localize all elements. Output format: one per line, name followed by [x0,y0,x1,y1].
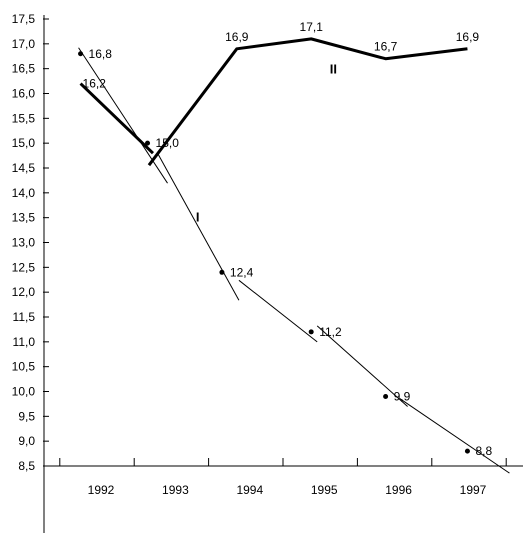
y-tick-label: 12,5 [12,260,36,274]
y-tick-label: 11,0 [13,335,36,349]
x-tick-label: 1996 [385,483,412,497]
series-II-label: II [330,62,337,77]
y-tick-label: 14,5 [12,161,36,175]
y-tick-label: 10,0 [12,385,36,399]
x-tick-label: 1994 [236,483,263,497]
series-I-line [78,47,168,184]
series-I-line [238,279,318,343]
axes: 8,5 9,0 9,5 10,0 10,5 11,0 11,5 12,0 12,5 13,0 13,… [12,12,523,533]
series-II-data-label: 16,7 [374,40,398,54]
series-II-data-label: 16,2 [83,77,107,91]
series-I-line [399,398,510,474]
y-tick-label: 8,5 [18,459,35,473]
series-II-line [147,37,468,167]
series-I-point [78,51,84,57]
series-I-data-label: 12,4 [230,265,254,279]
series-I-point [383,393,389,399]
y-tick-label: 16,5 [12,62,36,76]
series-II-data-label: 16,9 [456,30,480,44]
series-I-point [219,269,225,275]
y-tick-label: 9,5 [18,409,35,423]
y-tick-label: 16,0 [12,87,36,101]
series-II-line [79,82,154,155]
x-tick-label: 1992 [88,483,115,497]
y-tick-label: 13,0 [12,236,36,250]
series-II-data-label: 16,9 [225,30,249,44]
series-I-point [464,448,470,454]
y-tick-label: 11,5 [13,310,36,324]
y-tick-label: 17,5 [12,12,36,26]
series-I-point [145,140,151,146]
y-tick-label: 9,0 [18,434,35,448]
series-I-data-label: 9,9 [394,389,411,403]
x-tick-label: 1997 [460,483,487,497]
series-I-line [157,152,240,301]
series-I-point [308,329,314,335]
y-tick-label: 17,0 [12,37,36,51]
y-tick-label: 14,0 [12,186,36,200]
series-I-line [316,325,408,407]
series-I: 16,815,012,411,29,98,8I [78,47,510,474]
series-I-data-label: 11,2 [319,325,342,339]
series-I-label: I [196,210,200,225]
x-tick-label: 1995 [311,483,338,497]
series-II-data-label: 17,1 [300,20,324,34]
series-II: 16,2 16,9 17,1 16,7 16,9 II [79,20,480,167]
x-tick-label: 1993 [162,483,189,497]
y-tick-label: 10,5 [12,360,36,374]
y-tick-label: 15,0 [12,136,36,150]
y-tick-label: 12,0 [12,285,36,299]
y-tick-label: 15,5 [12,111,36,125]
series-I-data-label: 8,8 [475,444,492,458]
y-tick-label: 13,5 [12,211,36,225]
series-I-data-label: 16,8 [89,47,113,61]
